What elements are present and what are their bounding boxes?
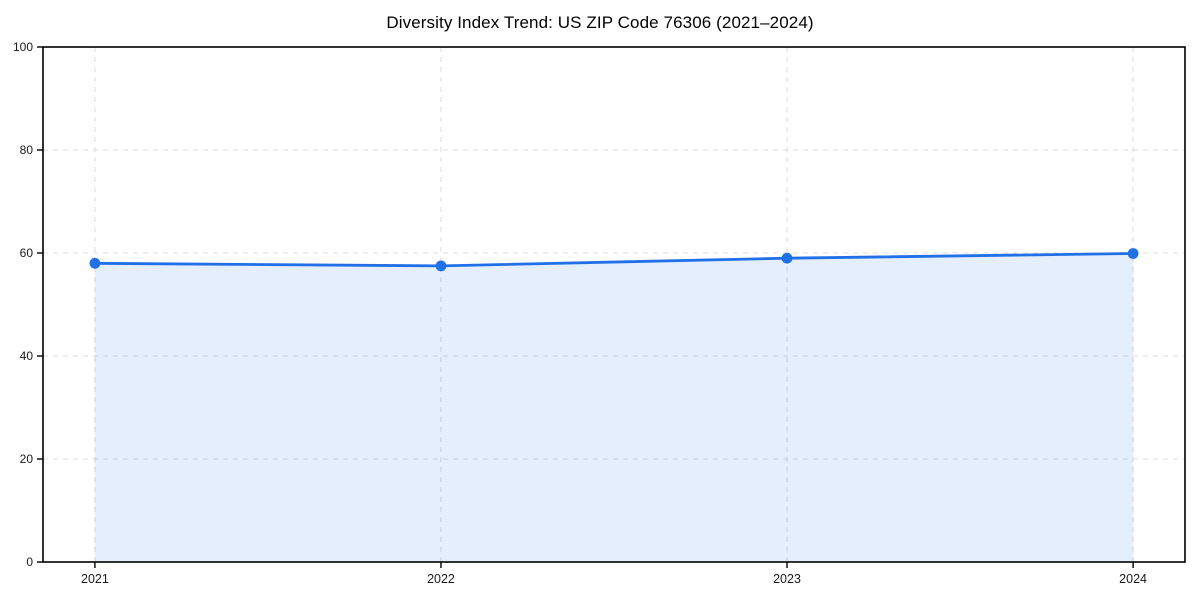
data-points <box>89 248 1139 272</box>
plot-border <box>42 46 1186 563</box>
y-tick-label: 80 <box>20 143 34 157</box>
x-tick-label: 2024 <box>1119 572 1147 586</box>
area-fill <box>94 253 1134 562</box>
trend-line <box>93 252 1135 268</box>
x-tick-label: 2021 <box>81 572 109 586</box>
y-tick-label: 60 <box>20 246 34 260</box>
y-axis: 0 20 40 60 80 100 <box>13 40 43 569</box>
data-point-2023 <box>781 252 793 264</box>
data-point-2021 <box>89 257 101 269</box>
chart-title: Diversity Index Trend: US ZIP Code 76306… <box>386 13 814 32</box>
x-tick-label: 2022 <box>427 572 455 586</box>
y-tick-label: 0 <box>26 555 33 569</box>
data-point-2024 <box>1127 248 1139 259</box>
x-axis: 2021 2022 2023 2024 <box>81 562 1147 586</box>
y-tick-label: 20 <box>20 452 34 466</box>
x-tick-label: 2023 <box>773 572 801 586</box>
y-tick-label: 40 <box>20 349 34 363</box>
y-tick-label: 100 <box>13 40 33 54</box>
data-point-2022 <box>435 260 447 272</box>
